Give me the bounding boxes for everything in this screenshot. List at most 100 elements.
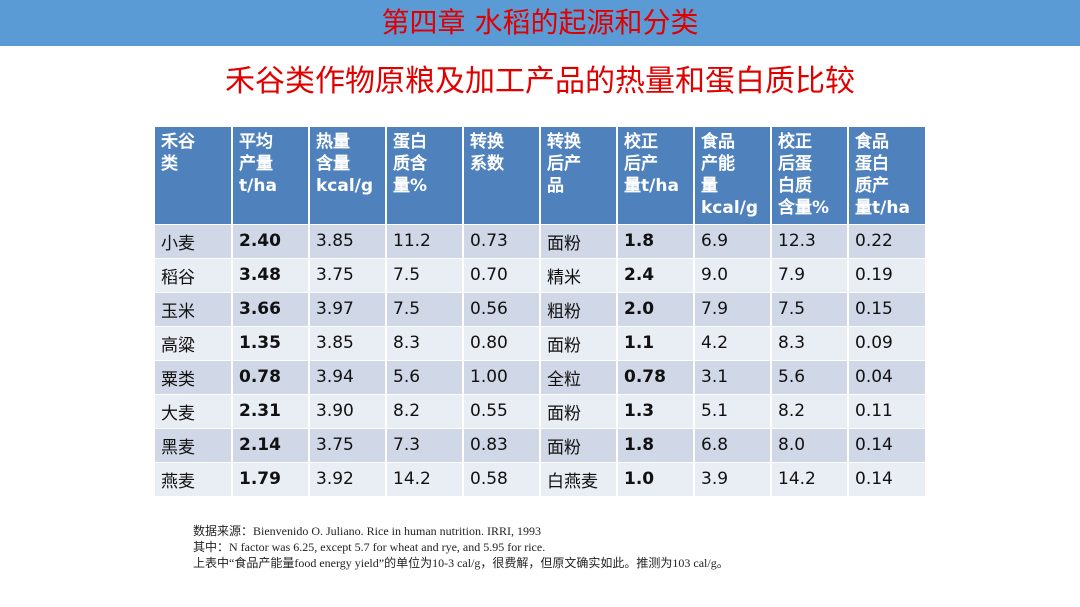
table-row: 粟类 0.78 3.94 5.6 1.00 全粒 0.78 3.1 5.6 0.04 (155, 359, 927, 394)
table-cell: 2.31 (232, 393, 310, 428)
column-header-line: 量 (701, 176, 718, 196)
table-cell: 1.35 (232, 325, 310, 360)
table-cell: 0.78 (232, 359, 310, 394)
table-cell: 8.2 (386, 393, 464, 428)
column-header: 校正 后蛋 白质 含量% (771, 127, 849, 224)
comparison-table: 禾谷类平均 产量 t/ha 热量 含量 kcal/g 蛋白 质含 量% 转换 系数 转换 后产品校正 后产… (155, 127, 927, 496)
table-cell: 0.78 (617, 359, 695, 394)
column-header-line: 校正 (778, 132, 812, 152)
table-cell: 0.80 (463, 325, 541, 360)
table-cell: 精米 (540, 257, 618, 292)
table-row: 稻谷 3.48 3.75 7.5 0.70 精米 2.4 9.0 7.9 0.19 (155, 257, 927, 292)
footnotes: 数据来源：Bienvenido O. Juliano. Rice in huma… (193, 523, 729, 571)
slide-title: 禾谷类作物原粮及加工产品的热量和蛋白质比较 (225, 64, 855, 99)
table-cell: 14.2 (386, 461, 464, 496)
column-header-line: 蛋白 (855, 154, 889, 174)
chapter-title: 第四章 水稻的起源和分类 (381, 6, 699, 39)
table-cell: 3.97 (309, 291, 387, 326)
table-cell: 8.2 (771, 393, 849, 428)
table-cell: 6.8 (694, 427, 772, 462)
table-cell: 8.0 (771, 427, 849, 462)
table-cell: 1.8 (617, 427, 695, 462)
column-header-line: 后产 (547, 154, 581, 174)
table-cell: 5.1 (694, 393, 772, 428)
table-row: 玉米 3.66 3.97 7.5 0.56 粗粉 2.0 7.9 7.5 0.15 (155, 291, 927, 326)
table-cell: 0.19 (848, 257, 927, 292)
table-cell: 0.14 (848, 427, 927, 462)
table-cell: 5.6 (771, 359, 849, 394)
table-cell: 3.66 (232, 291, 310, 326)
table-cell: 3.75 (309, 257, 387, 292)
column-header: 食品 产能量 kcal/g (694, 127, 772, 224)
table-cell: 稻谷 (155, 257, 233, 292)
column-header-line: 质含 (393, 154, 427, 174)
column-header: 平均 产量 t/ha (232, 127, 310, 224)
column-header-line: 系数 (470, 154, 504, 174)
table-cell: 3.75 (309, 427, 387, 462)
table-cell: 6.9 (694, 223, 772, 258)
table-cell: 2.40 (232, 223, 310, 258)
table-cell: 5.6 (386, 359, 464, 394)
table-cell: 1.79 (232, 461, 310, 496)
column-header-line: 蛋白 (393, 132, 427, 152)
table-cell: 0.58 (463, 461, 541, 496)
table-row: 大麦 2.31 3.90 8.2 0.55 面粉 1.3 5.1 8.2 0.11 (155, 393, 927, 428)
column-header: 转换 后产品 (540, 127, 618, 224)
table-cell: 0.73 (463, 223, 541, 258)
column-header-line: 食品 (701, 132, 735, 152)
table-cell: 7.5 (386, 291, 464, 326)
table-cell: 14.2 (771, 461, 849, 496)
table-cell: 0.04 (848, 359, 927, 394)
table-row: 小麦 2.40 3.85 11.2 0.73 面粉 1.8 6.9 12.3 0.22 (155, 223, 927, 258)
table-cell: 7.5 (386, 257, 464, 292)
table-cell: 12.3 (771, 223, 849, 258)
table-cell: 2.0 (617, 291, 695, 326)
column-header: 热量 含量 kcal/g (309, 127, 387, 224)
table-cell: 0.22 (848, 223, 927, 258)
column-header-line: 食品 (855, 132, 889, 152)
column-header-line: 含量 (316, 154, 350, 174)
table-cell: 0.83 (463, 427, 541, 462)
table-cell: 1.1 (617, 325, 695, 360)
table-body: 小麦 2.40 3.85 11.2 0.73 面粉 1.8 6.9 12.3 0.22 稻谷 3.48… (155, 223, 927, 496)
table-cell: 11.2 (386, 223, 464, 258)
table-cell: 面粉 (540, 427, 618, 462)
table-cell: 9.0 (694, 257, 772, 292)
table-cell: 8.3 (771, 325, 849, 360)
table-cell: 3.94 (309, 359, 387, 394)
column-header-line: 量% (393, 176, 428, 196)
column-header-line: kcal/g (316, 176, 374, 196)
table-cell: 3.92 (309, 461, 387, 496)
column-header-line: 类 (161, 154, 178, 174)
table-cell: 面粉 (540, 223, 618, 258)
table-cell: 面粉 (540, 393, 618, 428)
table-cell: 1.0 (617, 461, 695, 496)
table-cell: 3.85 (309, 325, 387, 360)
table-cell: 0.56 (463, 291, 541, 326)
table-cell: 全粒 (540, 359, 618, 394)
table-cell: 白燕麦 (540, 461, 618, 496)
table-cell: 7.5 (771, 291, 849, 326)
column-header-line: 质产 (855, 176, 889, 196)
table-row: 燕麦 1.79 3.92 14.2 0.58 白燕麦 1.0 3.9 14.2 0.14 (155, 461, 927, 496)
table-cell: 0.70 (463, 257, 541, 292)
table-cell: 2.14 (232, 427, 310, 462)
table-cell: 3.48 (232, 257, 310, 292)
table-cell: 燕麦 (155, 461, 233, 496)
table-cell: 0.55 (463, 393, 541, 428)
table-cell: 高粱 (155, 325, 233, 360)
unit-note: 上表中“食品产能量food energy yield”的单位为10-3 cal/… (193, 556, 729, 570)
column-header-line: 禾谷 (161, 132, 195, 152)
column-header-line: 转换 (547, 132, 581, 152)
table-cell: 3.1 (694, 359, 772, 394)
column-header: 校正 后产 量t/ha (617, 127, 695, 224)
column-header-line: kcal/g (701, 198, 759, 218)
table-cell: 3.9 (694, 461, 772, 496)
column-header-line: 后蛋 (778, 154, 812, 174)
column-header-line: 量t/ha (855, 198, 910, 218)
table-row: 高粱 1.35 3.85 8.3 0.80 面粉 1.1 4.2 8.3 0.09 (155, 325, 927, 360)
column-header-line: 转换 (470, 132, 504, 152)
table-cell: 粟类 (155, 359, 233, 394)
table-cell: 玉米 (155, 291, 233, 326)
table-cell: 面粉 (540, 325, 618, 360)
